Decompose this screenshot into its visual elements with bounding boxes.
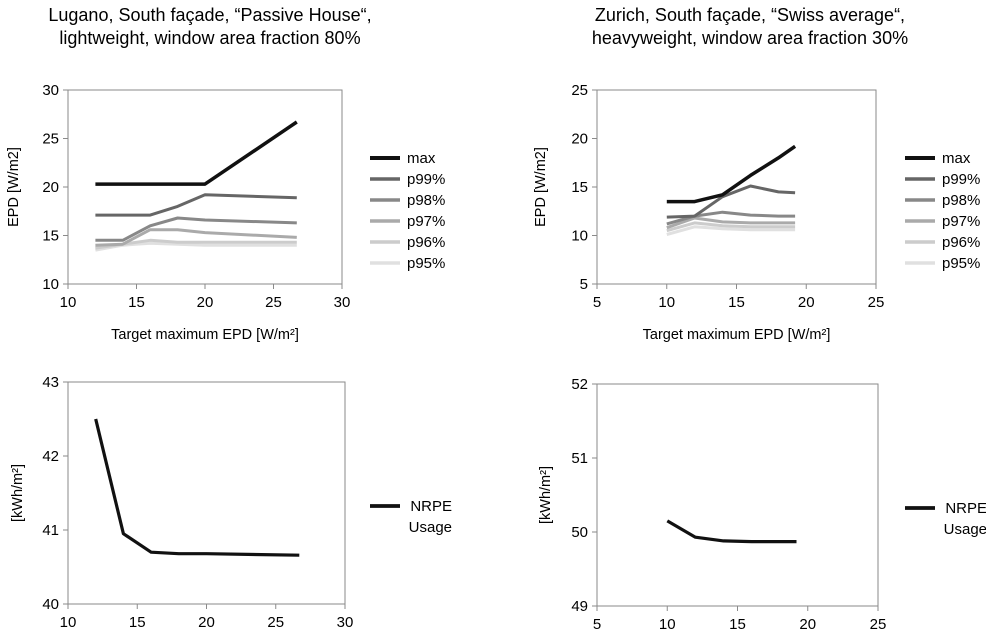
left-column-title: Lugano, South façade, “Passive House“, l… (0, 4, 420, 50)
x-tick-label: 30 (334, 294, 351, 311)
legend-label-p95: p95% (942, 255, 980, 272)
y-axis-title: EPD [W/m2] (6, 147, 22, 227)
series-line-max (666, 144, 797, 204)
x-tick-label: 5 (593, 294, 601, 311)
legend-label-max: max (407, 150, 436, 167)
plot-area-frame (596, 383, 879, 607)
legend-label-p99: p99% (942, 171, 980, 188)
x-axis-title: Target maximum EPD [W/m²] (111, 327, 299, 343)
y-tick-label: 10 (571, 228, 588, 245)
y-axis-title: EPD [W/m2] (533, 147, 549, 227)
y-tick-label: 15 (42, 228, 59, 245)
legend-label-max: max (942, 150, 971, 167)
x-tick-label: 15 (128, 294, 145, 311)
chart-lugano-nrpe: 404142431015202530Target maximum EPD [W/… (10, 374, 452, 631)
y-tick-label: 25 (42, 131, 59, 148)
left-title-line-2: lightweight, window area fraction 80% (59, 28, 361, 48)
y-tick-label: 5 (580, 276, 588, 293)
legend-label-p99: p99% (407, 171, 445, 188)
legend-label-p96: p96% (942, 234, 980, 251)
legend-label-nrpe-line-2: Usage (944, 521, 986, 538)
y-tick-label: 20 (571, 131, 588, 148)
series-line-p97 (95, 228, 297, 247)
x-tick-label: 5 (593, 616, 601, 633)
x-tick-label: 25 (868, 294, 885, 311)
series-line-nrpe (94, 418, 300, 557)
legend-label-p98: p98% (942, 192, 980, 209)
x-tick-label: 20 (198, 614, 215, 631)
x-tick-label: 25 (870, 616, 887, 633)
x-tick-label: 20 (799, 616, 816, 633)
series-line-p96 (666, 221, 796, 233)
series-line-p97 (666, 216, 796, 230)
chart-lugano-epd: 10 15 20 25 30 10 15 20 25 30 Target maximum EPD [… (6, 82, 445, 343)
y-tick-label: 51 (571, 450, 588, 467)
x-tick-label: 15 (729, 616, 746, 633)
chart-zurich-epd: 5 10 15 20 25 5 10 15 20 25 Target maximum EPD [W/… (533, 82, 980, 343)
x-tick-label: 10 (60, 614, 77, 631)
y-axis-title: [kWh/m²] (538, 466, 554, 524)
series-line-p98 (95, 216, 297, 242)
x-tick-label: 25 (267, 614, 284, 631)
y-tick-label: 49 (571, 598, 588, 615)
legend-label-nrpe-line-2: Usage (409, 519, 452, 536)
x-tick-label: 25 (265, 294, 282, 311)
plot-area-frame (67, 89, 343, 285)
legend-label-p97: p97% (407, 213, 445, 230)
y-tick-label: 15 (571, 179, 588, 196)
series-line-p95 (666, 225, 796, 236)
right-title-line-1: Zurich, South façade, “Swiss average“, (594, 5, 906, 25)
x-tick-label: 30 (337, 614, 354, 631)
y-axis-title: [kWh/m²] (10, 464, 26, 522)
legend-label-p96: p96% (407, 234, 445, 251)
left-title-line-1: Lugano, South façade, “Passive House“, (48, 5, 372, 25)
series-line-p99 (666, 184, 796, 219)
x-tick-label: 10 (659, 616, 676, 633)
legend-label-p95: p95% (407, 255, 445, 272)
x-tick-label: 15 (728, 294, 745, 311)
y-tick-label: 25 (571, 82, 588, 99)
y-tick-label: 30 (42, 82, 59, 99)
y-tick-label: 10 (42, 276, 59, 293)
series-line-max (95, 120, 298, 186)
y-tick-label: 40 (42, 596, 59, 613)
y-tick-label: 52 (571, 376, 588, 393)
series-line-nrpe (666, 519, 797, 544)
y-tick-label: 42 (42, 448, 59, 465)
chart-zurich-nrpe: 49505152510152025Target maximum EPD [W/m… (538, 376, 986, 633)
x-tick-label: 15 (129, 614, 146, 631)
x-tick-label: 20 (197, 294, 214, 311)
right-column-title: Zurich, South façade, “Swiss average“, h… (540, 4, 960, 50)
x-tick-label: 20 (798, 294, 815, 311)
x-tick-label: 10 (658, 294, 675, 311)
y-tick-label: 20 (42, 179, 59, 196)
y-tick-label: 41 (42, 522, 59, 539)
x-axis-title: Target maximum EPD [W/m²] (643, 327, 831, 343)
legend-label-p98: p98% (407, 192, 445, 209)
series-line-p99 (95, 193, 297, 217)
plot-area-frame (67, 381, 346, 605)
x-tick-label: 10 (60, 294, 77, 311)
right-title-line-2: heavyweight, window area fraction 30% (591, 28, 909, 48)
legend-label-nrpe-line-1: NRPE (410, 498, 452, 515)
legend-label-p97: p97% (942, 213, 980, 230)
y-tick-label: 50 (571, 524, 588, 541)
y-tick-label: 43 (42, 374, 59, 391)
legend-label-nrpe-line-1: NRPE (945, 500, 986, 517)
